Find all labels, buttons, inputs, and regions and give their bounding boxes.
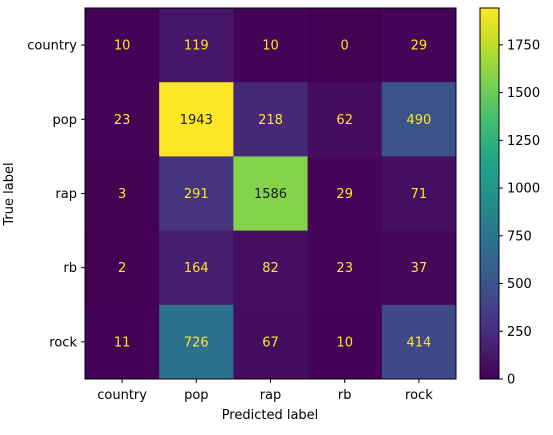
colorbar-tick-label: 500: [507, 277, 532, 292]
cell-value-label: 2: [118, 261, 126, 276]
heatmap-cell: [381, 304, 457, 380]
heatmap-cell: [159, 230, 234, 306]
heatmap-cell: [233, 230, 309, 306]
cell-value-label: 0: [341, 39, 349, 54]
cell-value-label: 726: [184, 335, 209, 350]
x-tick-label: rap: [260, 388, 282, 403]
cell-value-label: 37: [411, 261, 428, 276]
heatmap-cells: 10 119 10 0 29 23 1943 218 62 490 3 291 1586 29 71 2 164…: [85, 8, 457, 380]
colorbar-tick-label: 250: [507, 325, 532, 340]
heatmap-cell: [159, 8, 234, 83]
y-tick-label: pop: [53, 113, 77, 128]
x-tick-label: rock: [405, 388, 433, 403]
heatmap-cell: [233, 82, 309, 157]
cell-value-label: 1943: [180, 113, 213, 128]
cell-value-label: 10: [114, 39, 131, 54]
cell-value-label: 119: [184, 39, 209, 54]
cell-value-label: 414: [406, 335, 431, 350]
heatmap-cell: [307, 8, 383, 83]
heatmap-cell: [85, 230, 160, 306]
x-tick-label: pop: [184, 388, 208, 403]
heatmap-cell: [307, 230, 383, 306]
cell-value-label: 23: [336, 261, 353, 276]
heatmap-cell: [307, 82, 383, 157]
colorbar-tick-label: 0: [507, 373, 515, 388]
heatmap-cell: [85, 8, 160, 83]
heatmap-cell: [85, 304, 160, 380]
cell-value-label: 11: [114, 335, 131, 350]
heatmap-cell: [381, 230, 457, 306]
cell-value-label: 10: [336, 335, 353, 350]
y-axis-label: True label: [2, 162, 17, 226]
heatmap-cell: [381, 8, 457, 83]
cell-value-label: 1586: [254, 187, 287, 202]
heatmap-cell: [233, 304, 309, 380]
cell-value-label: 71: [411, 187, 428, 202]
colorbar-tick-label: 1000: [507, 182, 540, 197]
y-tick-label: rock: [49, 335, 77, 350]
y-axis-ticks: country pop rap rb rock: [27, 39, 85, 350]
cell-value-label: 291: [184, 187, 209, 202]
x-axis-ticks: country pop rap rb rock: [97, 379, 433, 403]
cell-value-label: 218: [258, 113, 283, 128]
x-tick-label: country: [97, 388, 147, 403]
colorbar: [479, 7, 500, 380]
heatmap-cell: [85, 156, 160, 232]
colorbar-tick-label: 1250: [507, 134, 540, 149]
cell-value-label: 490: [406, 113, 431, 128]
cell-value-label: 29: [411, 39, 428, 54]
heatmap-cell: [159, 82, 234, 157]
cell-value-label: 23: [114, 113, 131, 128]
heatmap-cell: [307, 156, 383, 232]
heatmap-cell: [159, 304, 234, 380]
cell-value-label: 67: [262, 335, 279, 350]
heatmap-cell: [307, 304, 383, 380]
cell-value-label: 62: [336, 113, 353, 128]
cell-value-label: 3: [118, 187, 126, 202]
y-tick-label: rb: [63, 261, 77, 276]
heatmap-cell: [159, 156, 234, 232]
cell-value-label: 29: [336, 187, 353, 202]
colorbar-ticks: 0 250 500 750 1000 1250 1500 1750: [499, 38, 540, 388]
cell-value-label: 82: [262, 261, 279, 276]
heatmap-cell: [233, 8, 309, 83]
x-tick-label: rb: [338, 388, 352, 403]
y-tick-label: rap: [55, 187, 77, 202]
y-tick-label: country: [27, 39, 77, 54]
heatmap-cell: [85, 82, 160, 157]
colorbar-tick-label: 1750: [507, 38, 540, 53]
x-axis-label: Predicted label: [222, 408, 319, 423]
heatmap-cell: [233, 156, 309, 232]
colorbar-tick-label: 1500: [507, 86, 540, 101]
cell-value-label: 10: [262, 39, 279, 54]
heatmap-cell: [381, 82, 457, 157]
heatmap-cell: [381, 156, 457, 232]
cell-value-label: 164: [184, 261, 209, 276]
colorbar-tick-label: 750: [507, 229, 532, 244]
